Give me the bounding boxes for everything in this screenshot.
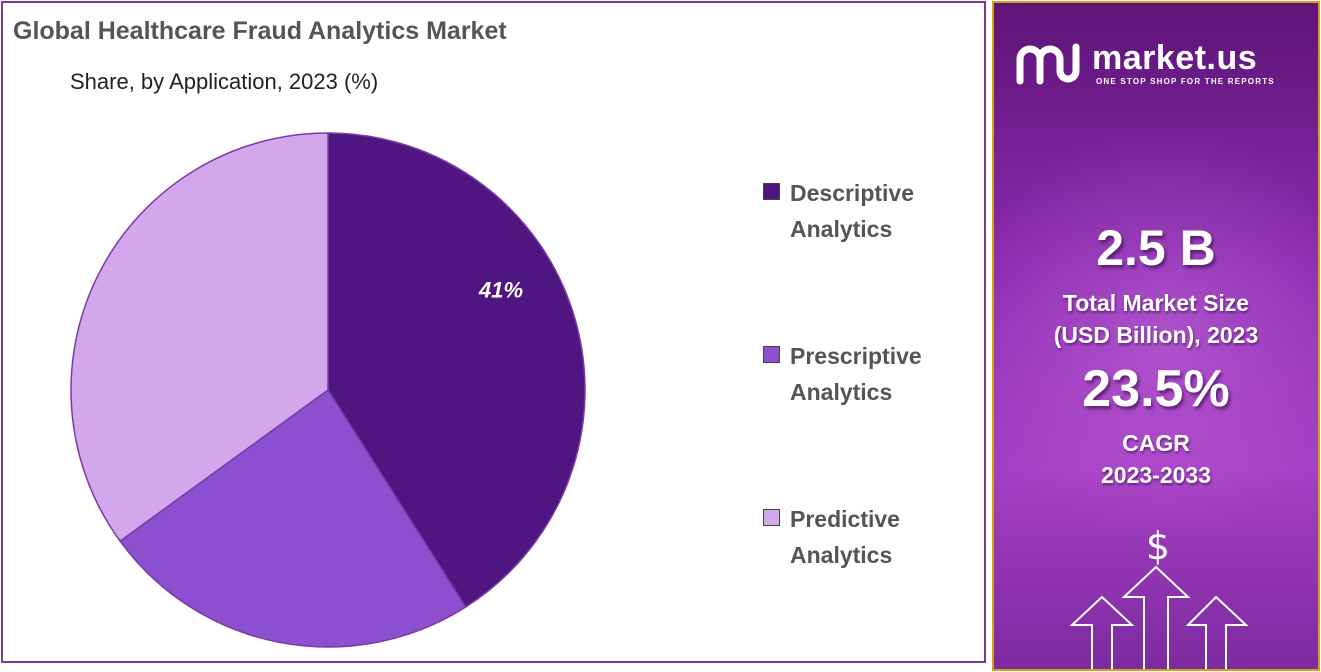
legend-label-predictive: Predictive Analytics <box>790 501 960 573</box>
market-size-label: Total Market Size (USD Billion), 2023 <box>994 287 1318 351</box>
legend-label-descriptive: Descriptive Analytics <box>790 175 960 247</box>
legend-item-prescriptive: Prescriptive Analytics <box>763 338 960 410</box>
brand-name: market.us <box>1092 39 1258 77</box>
legend-label-line1: Predictive <box>790 506 900 532</box>
pie-chart: 41% <box>70 132 586 648</box>
legend-swatch-descriptive <box>763 183 780 200</box>
market-size-value: 2.5 B <box>1096 220 1216 276</box>
growth-arrows-illustration: $ <box>1069 524 1249 669</box>
pie-slice-prescriptive-analytics <box>119 388 467 648</box>
pie-slice-descriptive-analytics <box>327 132 586 609</box>
legend-label-prescriptive: Prescriptive Analytics <box>790 338 960 410</box>
arrow-up-icon <box>1069 595 1135 669</box>
data-label-descriptive-analytics: 41% <box>478 278 523 303</box>
chart-title: Global Healthcare Fraud Analytics Market <box>13 17 507 45</box>
legend-swatch-prescriptive <box>763 346 780 363</box>
brand-logo: market.us ONE STOP SHOP FOR THE REPORTS <box>1014 39 1304 91</box>
cagr-label: CAGR 2023-2033 <box>994 427 1318 491</box>
chart-panel: Global Healthcare Fraud Analytics Market… <box>1 1 986 663</box>
legend-swatch-predictive <box>763 509 780 526</box>
cagr-label-line1: CAGR <box>1122 430 1190 456</box>
legend-label-line2: Analytics <box>790 542 893 568</box>
legend-label-line2: Analytics <box>790 216 893 242</box>
cagr-label-line2: 2023-2033 <box>1101 462 1211 488</box>
market-size-label-line2: (USD Billion), 2023 <box>1053 322 1259 348</box>
summary-panel: market.us ONE STOP SHOP FOR THE REPORTS … <box>992 1 1320 671</box>
background-glow <box>994 123 1318 543</box>
market-size-label-line1: Total Market Size <box>1062 290 1250 316</box>
market-us-logo-icon <box>1016 43 1080 85</box>
brand-tagline: ONE STOP SHOP FOR THE REPORTS <box>1096 77 1275 86</box>
cagr-value: 23.5% <box>1082 360 1230 418</box>
pie-slice-predictive-analytics <box>70 132 329 543</box>
legend-label-line2: Analytics <box>790 379 893 405</box>
legend-item-predictive: Predictive Analytics <box>763 501 960 573</box>
legend-item-descriptive: Descriptive Analytics <box>763 175 960 247</box>
legend-label-line1: Prescriptive <box>790 343 922 369</box>
chart-subtitle: Share, by Application, 2023 (%) <box>70 69 379 94</box>
dollar-sign-icon: $ <box>1146 524 1170 568</box>
arrow-up-icon <box>1121 565 1191 669</box>
legend-label-line1: Descriptive <box>790 180 915 206</box>
arrow-up-icon <box>1185 595 1249 669</box>
